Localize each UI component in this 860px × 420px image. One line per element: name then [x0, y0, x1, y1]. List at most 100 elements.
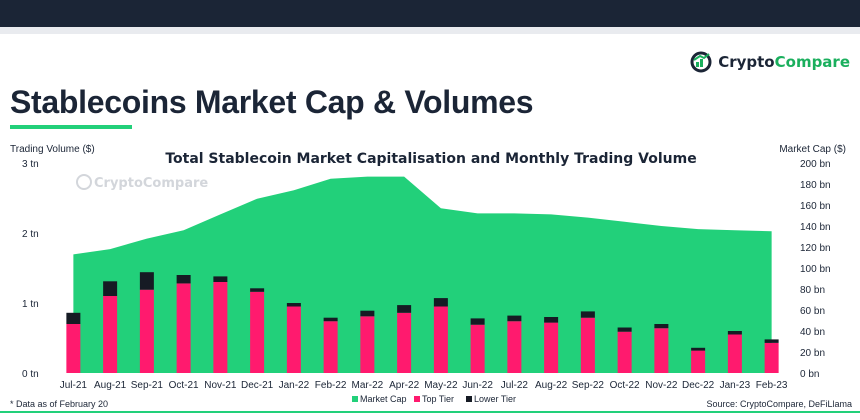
right-tick-label: 60 bn — [800, 306, 825, 317]
bar-top-tier — [691, 350, 706, 373]
legend-label-top-tier: Top Tier — [422, 394, 454, 404]
bar-top-tier — [507, 321, 522, 373]
right-axis-title: Market Cap ($) — [779, 144, 846, 155]
bar-lower-tier — [323, 317, 338, 322]
bar-top-tier — [250, 291, 265, 373]
x-tick-label: Sep-21 — [131, 380, 164, 391]
footnote: * Data as of February 20 — [10, 399, 108, 409]
x-tick-label: Apr-22 — [389, 380, 419, 391]
legend-swatch-lower-tier — [466, 396, 472, 402]
right-tick-label: 40 bn — [800, 327, 825, 338]
top-bar-stripe — [0, 27, 860, 34]
right-tick-label: 0 bn — [800, 369, 819, 380]
right-tick-label: 20 bn — [800, 348, 825, 359]
bar-top-tier — [470, 324, 485, 373]
x-tick-label: May-22 — [424, 380, 458, 391]
bar-lower-tier — [470, 318, 485, 325]
page-title: Stablecoins Market Cap & Volumes — [10, 84, 534, 120]
bar-top-tier — [66, 324, 81, 373]
brand-logo: CryptoCompare — [688, 51, 850, 73]
bar-lower-tier — [580, 311, 595, 318]
x-tick-label: Jul-21 — [60, 380, 88, 391]
left-tick-label: 0 tn — [22, 369, 39, 380]
bar-top-tier — [433, 306, 448, 373]
bar-top-tier — [323, 321, 338, 373]
bar-lower-tier — [139, 272, 154, 290]
bar-lower-tier — [176, 275, 191, 284]
bar-top-tier — [176, 283, 191, 373]
bar-top-tier — [360, 316, 375, 373]
bar-lower-tier — [727, 331, 742, 335]
bar-top-tier — [727, 334, 742, 373]
bar-top-tier — [654, 328, 669, 373]
left-axis-title: Trading Volume ($) — [10, 144, 95, 155]
bar-top-tier — [544, 322, 559, 373]
x-tick-label: Aug-22 — [535, 380, 568, 391]
top-bar — [0, 0, 860, 27]
legend-label-lower-tier: Lower Tier — [474, 394, 516, 404]
bar-lower-tier — [250, 288, 265, 292]
bar-top-tier — [764, 342, 779, 373]
bar-lower-tier — [691, 347, 706, 351]
bar-top-tier — [286, 306, 301, 373]
x-tick-label: Sep-22 — [572, 380, 605, 391]
cryptocompare-logo-icon — [690, 51, 712, 73]
brand-name-part1: Crypto — [718, 53, 775, 71]
right-tick-label: 80 bn — [800, 285, 825, 296]
legend: Market Cap Top Tier Lower Tier — [352, 394, 516, 404]
bar-lower-tier — [617, 327, 632, 332]
bar-top-tier — [139, 289, 154, 373]
legend-label-market-cap: Market Cap — [360, 394, 407, 404]
right-tick-label: 120 bn — [800, 243, 831, 254]
chart-title: Total Stablecoin Market Capitalisation a… — [165, 151, 696, 167]
x-tick-label: Jul-22 — [501, 380, 529, 391]
x-tick-label: Feb-23 — [756, 380, 788, 391]
bar-lower-tier — [103, 281, 118, 296]
right-tick-label: 160 bn — [800, 201, 831, 212]
bar-lower-tier — [213, 276, 228, 282]
bar-top-tier — [213, 282, 228, 373]
x-tick-label: Mar-22 — [352, 380, 384, 391]
brand-name: CryptoCompare — [718, 51, 850, 73]
watermark: CryptoCompare — [76, 174, 208, 191]
left-tick-label: 1 tn — [22, 299, 39, 310]
bar-lower-tier — [764, 339, 779, 343]
brand-name-part2: Compare — [774, 53, 850, 71]
x-tick-label: Jan-22 — [279, 380, 310, 391]
bar-top-tier — [580, 317, 595, 373]
title-underline — [10, 125, 132, 129]
bar-lower-tier — [360, 310, 375, 317]
right-tick-label: 180 bn — [800, 180, 831, 191]
x-tick-label: Feb-22 — [315, 380, 347, 391]
bar-lower-tier — [66, 312, 81, 324]
source-note: Source: CryptoCompare, DeFiLlama — [706, 399, 852, 409]
legend-swatch-market-cap — [352, 396, 358, 402]
bar-lower-tier — [507, 315, 522, 322]
x-tick-label: Oct-22 — [610, 380, 640, 391]
bar-lower-tier — [397, 305, 412, 313]
bar-lower-tier — [544, 317, 559, 323]
bar-top-tier — [103, 296, 118, 373]
x-tick-label: Nov-22 — [645, 380, 678, 391]
left-tick-label: 2 tn — [22, 229, 39, 240]
x-tick-label: Nov-21 — [204, 380, 237, 391]
right-tick-label: 200 bn — [800, 159, 831, 170]
right-tick-label: 140 bn — [800, 222, 831, 233]
market-cap-area — [73, 176, 772, 373]
legend-swatch-top-tier — [414, 396, 420, 402]
bar-lower-tier — [286, 303, 301, 307]
bar-top-tier — [397, 312, 412, 373]
watermark-logo-icon — [76, 174, 92, 190]
bar-top-tier — [617, 331, 632, 373]
right-tick-label: 100 bn — [800, 264, 831, 275]
bottom-rule — [0, 411, 860, 413]
watermark-text: CryptoCompare — [94, 176, 208, 191]
left-tick-label: 3 tn — [22, 159, 39, 170]
bar-lower-tier — [433, 298, 448, 307]
bar-lower-tier — [654, 324, 669, 329]
x-tick-label: Dec-21 — [241, 380, 274, 391]
x-tick-label: Oct-21 — [169, 380, 199, 391]
x-tick-label: Jan-23 — [720, 380, 751, 391]
x-tick-label: Dec-22 — [682, 380, 715, 391]
